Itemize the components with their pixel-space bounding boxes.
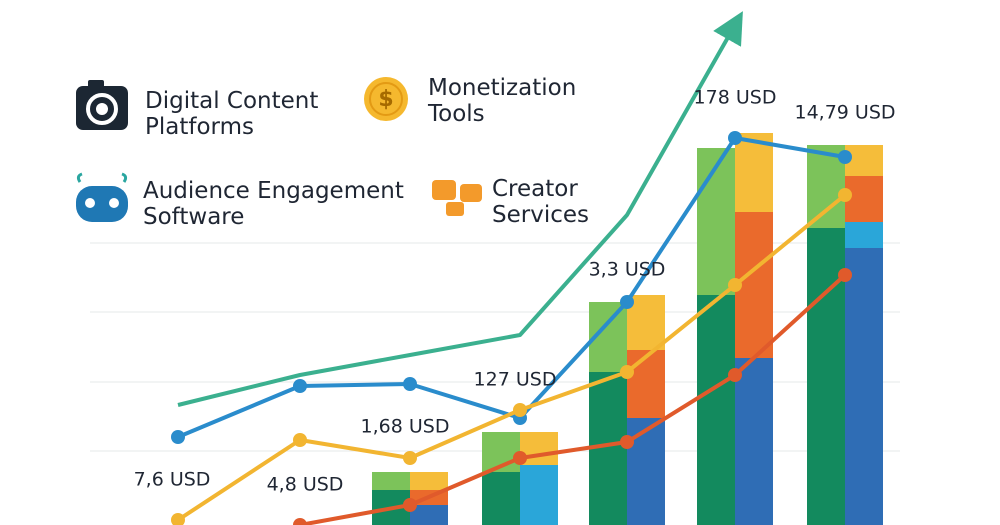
point [620,295,634,309]
line [299,273,847,525]
line [177,11,743,407]
point [293,518,307,525]
point [403,498,417,512]
bar-segment [845,248,883,525]
legend-label: Digital Content Platforms [145,88,319,140]
bar-segment [845,222,883,248]
point [513,403,527,417]
point [293,379,307,393]
bar-segment [410,505,448,525]
bar-segment [845,176,883,222]
legend-label: Audience Engagement Software [143,178,404,230]
annotation: 7,6 USD [134,469,211,491]
point [728,131,742,145]
point [728,368,742,382]
point [838,188,852,202]
legend-label: Creator Services [492,176,589,228]
bar-segment [697,148,735,295]
bar-segment [845,145,883,176]
point [838,150,852,164]
bar-segment [372,472,410,490]
point [513,451,527,465]
annotation: 127 USD [474,369,557,391]
bar-segment [482,472,520,525]
bar-segment [735,358,773,525]
point [620,435,634,449]
legend-label: Monetization Tools [428,75,577,127]
point [403,451,417,465]
annotation: 4,8 USD [267,474,344,496]
point [620,365,634,379]
annotation: 1,68 USD [361,416,450,438]
annotation: 3,3 USD [589,259,666,281]
point [171,513,185,525]
bar-segment [410,472,448,490]
bar-segment [627,350,665,418]
bar-segment [735,133,773,212]
point [728,278,742,292]
point [838,268,852,282]
bar-segment [627,418,665,525]
point [293,433,307,447]
bar-segment [697,295,735,525]
point [403,377,417,391]
legend-icons: $ [76,77,482,222]
point [171,430,185,444]
svg-text:$: $ [378,87,393,112]
annotation: 178 USD [694,87,777,109]
annotation: 14,79 USD [794,102,895,124]
bar-segment [520,465,558,525]
